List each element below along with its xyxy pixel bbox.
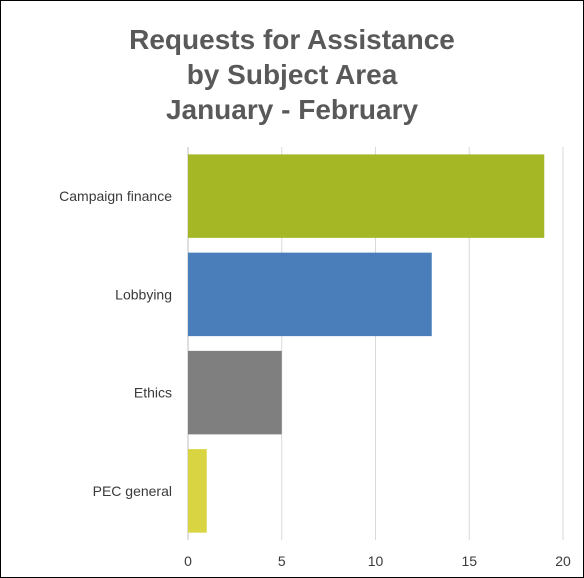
x-tick-label-0: 0 <box>184 553 192 569</box>
x-tick-label-15: 15 <box>461 553 477 569</box>
bar-campaign-finance <box>188 154 545 238</box>
x-tick-label-5: 5 <box>278 553 286 569</box>
x-tick-labels: 0 5 10 15 20 <box>184 553 571 569</box>
x-tick-label-10: 10 <box>368 553 384 569</box>
chart-title-line-3: January - February <box>165 94 419 125</box>
chart-title: Requests for Assistance by Subject Area … <box>0 22 584 127</box>
bar-lobbying <box>188 252 432 337</box>
bar-pec-general <box>188 449 207 533</box>
category-label-pec-general: PEC general <box>93 483 172 499</box>
chart-title-line-2: by Subject Area <box>186 59 398 90</box>
category-label-campaign-finance: Campaign finance <box>59 188 172 204</box>
category-labels: Campaign finance Lobbying Ethics PEC genera… <box>59 188 172 499</box>
x-tick-label-20: 20 <box>555 553 571 569</box>
chart-title-line-1: Requests for Assistance <box>129 24 455 55</box>
category-label-ethics: Ethics <box>134 385 172 401</box>
bars <box>188 154 545 533</box>
category-label-lobbying: Lobbying <box>115 286 172 302</box>
bar-ethics <box>188 350 282 435</box>
